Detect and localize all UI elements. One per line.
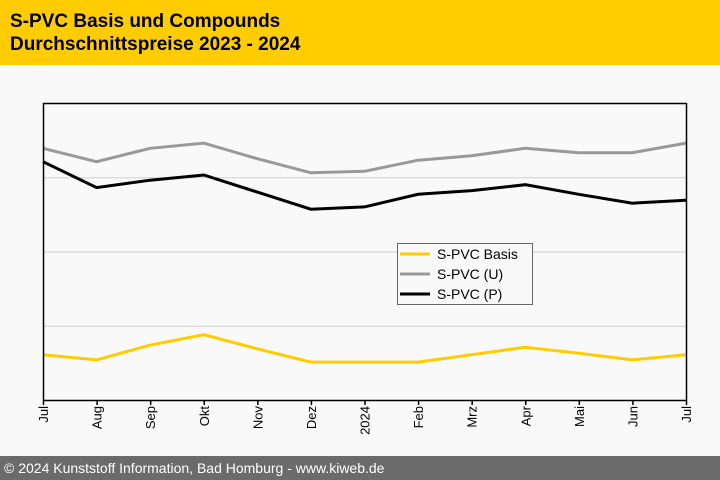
x-tick-label: Feb [411, 406, 426, 428]
x-tick-label: Mrz [465, 406, 480, 428]
series-line-s-pvc-u [42, 141, 687, 175]
header-banner: S-PVC Basis und Compounds Durchschnittsp… [0, 0, 720, 65]
x-tick-label: Nov [250, 406, 265, 430]
copyright-text: © 2024 Kunststoff Information, Bad Hombu… [4, 460, 385, 476]
x-tick-label: Sep [143, 406, 158, 429]
chart-title: S-PVC Basis und Compounds [10, 11, 281, 32]
legend-label: S-PVC Basis [437, 246, 518, 262]
x-tick-label: Jun [625, 406, 640, 427]
x-tick-label: Dez [304, 406, 319, 429]
x-tick-label: Jul [679, 406, 694, 423]
x-tick-label: Mai [572, 406, 587, 427]
line-chart: Jul Aug Sep Okt Nov Dez 2024 Feb Mrz Apr Mai Jun Jul… [36, 102, 694, 435]
x-axis-ticks: Jul Aug Sep Okt Nov Dez 2024 Feb Mrz Apr Mai Jun Jul [36, 400, 694, 435]
legend-label: S-PVC (P) [437, 286, 502, 302]
legend: S-PVC Basis S-PVC (U) S-PVC (P) [397, 243, 533, 305]
x-tick-label: Okt [197, 406, 212, 427]
x-tick-label: 2024 [358, 406, 373, 435]
footer-bar: © 2024 Kunststoff Information, Bad Hombu… [0, 456, 720, 480]
x-tick-label: Jul [36, 406, 51, 423]
x-tick-label: Aug [90, 406, 105, 429]
chart-subtitle: Durchschnittspreise 2023 - 2024 [10, 34, 301, 55]
legend-label: S-PVC (U) [437, 266, 503, 282]
x-tick-label: Apr [518, 405, 533, 426]
series-line-s-pvc-p [42, 160, 687, 211]
series-lines [42, 141, 687, 364]
series-line-s-pvc-basis [42, 333, 687, 364]
